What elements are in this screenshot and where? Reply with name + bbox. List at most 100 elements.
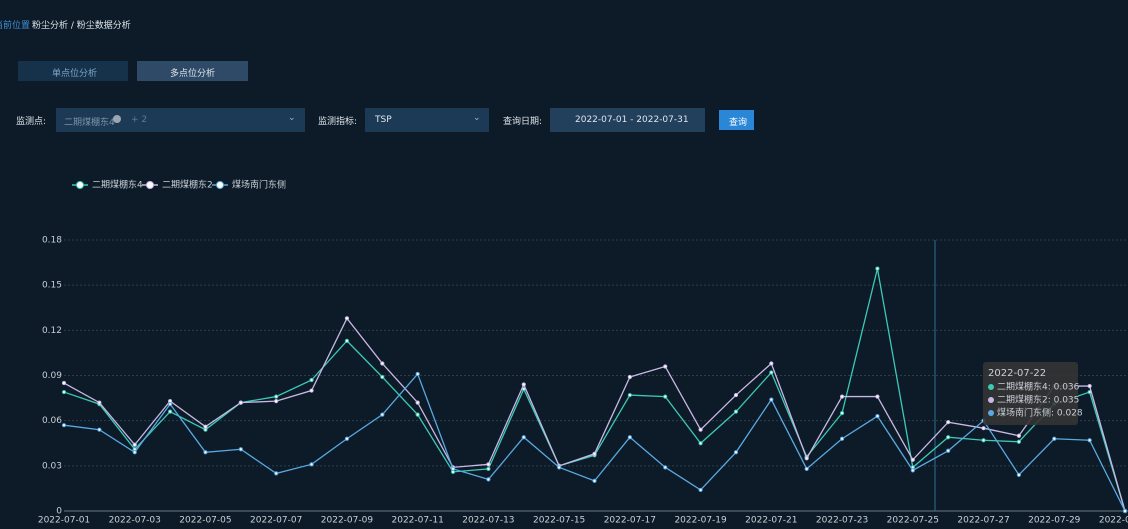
data-point xyxy=(1122,508,1128,514)
legend-label: 二期煤棚东4 xyxy=(92,179,143,191)
data-point xyxy=(61,423,67,428)
tooltip-dot xyxy=(988,410,994,416)
data-point xyxy=(910,468,915,473)
data-point xyxy=(698,427,703,432)
data-point xyxy=(733,450,739,455)
tab[interactable]: 单点位分析 xyxy=(18,61,128,81)
chevron: ⌄ xyxy=(473,113,481,123)
data-point xyxy=(875,394,880,399)
x-tick-label: 2022-07-23 xyxy=(816,516,868,526)
tooltip xyxy=(983,362,1078,425)
legend-label: 二期煤棚东2 xyxy=(162,179,213,191)
tooltip-dot xyxy=(988,397,994,403)
data-point xyxy=(1016,433,1022,438)
tab-label: 单点位分析 xyxy=(52,69,98,79)
x-tick-label: 2022-07-03 xyxy=(109,516,161,526)
data-point xyxy=(132,442,137,447)
tooltip-dot xyxy=(988,384,994,390)
date-picker[interactable]: 2022-07-01 - 2022-07-31 xyxy=(550,108,705,132)
data-point xyxy=(663,364,668,369)
data-point xyxy=(309,388,314,393)
data-point xyxy=(839,411,845,416)
data-point xyxy=(415,371,420,377)
data-point xyxy=(1087,383,1092,389)
data-point xyxy=(698,487,703,493)
data-point xyxy=(380,361,385,366)
select-more: + 2 xyxy=(131,115,148,125)
data-point xyxy=(486,462,491,467)
y-tick-label: 0.06 xyxy=(42,416,62,426)
data-point xyxy=(769,397,774,402)
x-tick-label: 2022-07-21 xyxy=(745,516,797,526)
y-tick-label: 0.18 xyxy=(42,236,62,246)
tab[interactable]: 多点位分析 xyxy=(137,61,248,81)
x-tick-label: 2022-07-29 xyxy=(1028,516,1081,526)
x-tick-label: 2022-07-19 xyxy=(674,516,727,526)
data-point xyxy=(380,412,385,417)
y-tick-label: 0.12 xyxy=(42,326,62,336)
data-point xyxy=(274,394,279,399)
data-point xyxy=(1087,438,1092,443)
data-point xyxy=(769,361,774,366)
x-tick-label: 2022-07-07 xyxy=(250,516,302,526)
button-label: 查询 xyxy=(729,118,748,128)
breadcrumb-current[interactable]: 当前位置 xyxy=(0,21,31,31)
query-button[interactable]: 查询 xyxy=(719,110,754,130)
x-tick-label: 2022-07-01 xyxy=(38,516,90,526)
data-point xyxy=(486,477,491,482)
data-point xyxy=(203,450,208,455)
data-point xyxy=(839,394,845,399)
data-point xyxy=(698,441,703,446)
data-point xyxy=(981,426,986,431)
data-point xyxy=(946,420,951,425)
data-point xyxy=(769,370,774,375)
tooltip-item: 煤场南门东侧: 0.028 xyxy=(997,407,1083,419)
data-point xyxy=(557,465,562,470)
data-point xyxy=(238,447,243,452)
data-point xyxy=(415,412,420,417)
data-point xyxy=(97,400,102,405)
data-point xyxy=(168,402,173,407)
date-value: 2022-07-01 - 2022-07-31 xyxy=(575,115,689,125)
data-point xyxy=(875,266,880,271)
data-point xyxy=(344,316,350,321)
y-tick-label: 0.09 xyxy=(42,371,62,381)
series-line xyxy=(63,268,1126,512)
data-point xyxy=(627,374,632,380)
data-point xyxy=(981,438,986,443)
x-tick-label: 2022-07-11 xyxy=(392,516,444,526)
data-point xyxy=(309,377,314,383)
data-point xyxy=(946,448,951,453)
select-tag: 二期煤棚东4 xyxy=(64,118,115,128)
data-point xyxy=(839,436,845,441)
tooltip-item: 二期煤棚东2: 0.035 xyxy=(997,394,1079,406)
legend-marker xyxy=(216,181,224,189)
metric-select[interactable]: TSP ⌄ xyxy=(365,108,489,132)
data-point xyxy=(733,392,739,398)
y-tick-label: 0.15 xyxy=(42,281,62,291)
data-point xyxy=(486,466,491,471)
data-point xyxy=(238,400,243,405)
data-point xyxy=(946,435,951,440)
x-tick-label: 2022-07-27 xyxy=(957,516,1009,526)
data-point xyxy=(132,450,137,455)
data-point xyxy=(733,409,739,414)
data-point xyxy=(274,471,279,476)
data-point xyxy=(663,394,668,399)
point-select[interactable]: 二期煤棚东4 + 2 ⌄ xyxy=(56,108,305,132)
tab-label: 多点位分析 xyxy=(170,69,216,79)
y-tick-label: 0 xyxy=(56,507,62,517)
data-point xyxy=(521,382,526,387)
data-point xyxy=(344,338,350,343)
x-tick-label: 2022-07-25 xyxy=(887,516,939,526)
tag-close[interactable] xyxy=(113,115,121,123)
data-point xyxy=(309,462,314,467)
tooltip-item: 二期煤棚东4: 0.036 xyxy=(997,381,1080,393)
x-tick-label: 2022-07-05 xyxy=(179,516,231,526)
legend-label: 煤场南门东侧 xyxy=(232,179,286,191)
x-tick-label: 2022-07-13 xyxy=(462,516,514,526)
data-point xyxy=(1052,436,1057,441)
data-point xyxy=(415,400,420,405)
